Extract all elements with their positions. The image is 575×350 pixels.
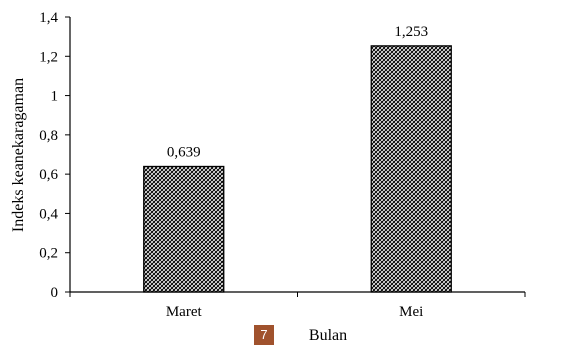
axes — [65, 16, 526, 297]
y-tick-label: 1 — [51, 89, 59, 105]
y-tick-label: 1,4 — [39, 10, 58, 26]
y-tick-label: 0,4 — [39, 206, 58, 222]
page-number-badge: 7 — [254, 325, 274, 345]
data-label: 0,639 — [167, 144, 201, 160]
y-tick-label: 0,6 — [39, 167, 58, 183]
bar-mei — [370, 45, 452, 293]
y-tick-label: 0,2 — [39, 246, 58, 262]
x-tick-label: Maret — [166, 304, 203, 320]
bar-maret — [143, 165, 225, 293]
data-label: 1,253 — [394, 24, 428, 40]
y-axis-title: Indeks keanekaragaman — [10, 78, 27, 232]
bars — [143, 45, 452, 293]
y-tick-label: 0,8 — [39, 128, 58, 144]
y-tick-label: 0 — [51, 285, 59, 301]
x-tick-label: Mei — [399, 304, 423, 320]
y-tick-label: 1,2 — [39, 49, 58, 65]
x-axis-title: Bulan — [309, 327, 347, 344]
labels: 0 0,2 0,4 0,6 0,8 1 1,2 1,4 0,639 Maret 1,253 Mei — [39, 10, 428, 320]
